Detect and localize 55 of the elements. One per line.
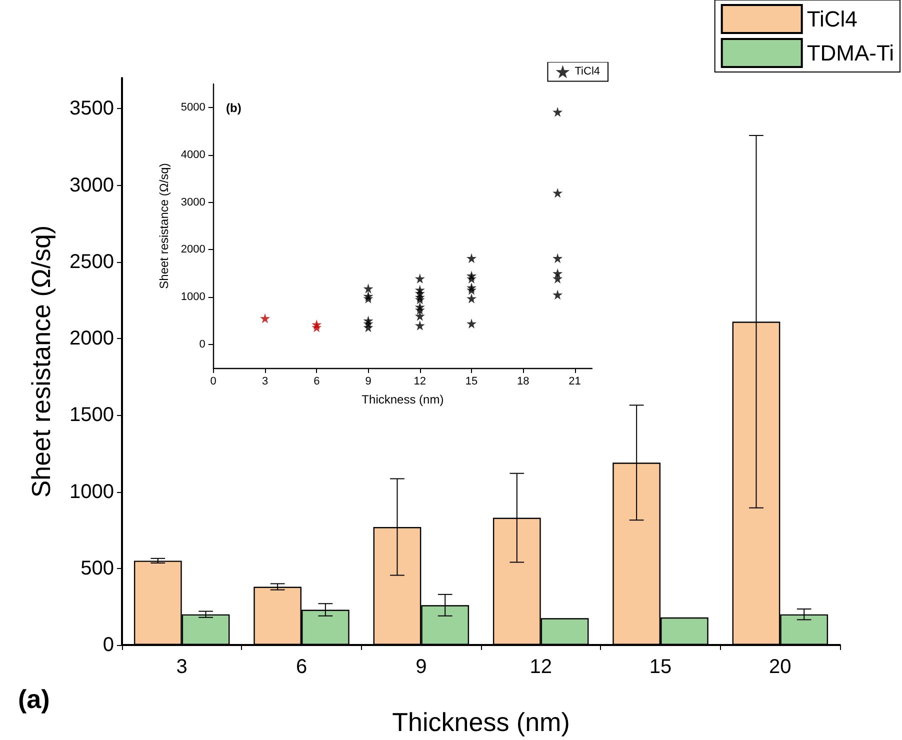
x-tick-label: 12 — [414, 376, 426, 388]
x-tick-label: 6 — [314, 376, 320, 388]
y-tick-label: 0 — [199, 338, 206, 350]
point — [466, 253, 477, 264]
x-axis-title: Thickness (nm) — [392, 707, 570, 737]
point — [414, 310, 425, 321]
x-tick-label: 0 — [210, 376, 216, 388]
x-tick-label: 6 — [296, 656, 308, 678]
y-tick-label: 1000 — [70, 480, 114, 503]
x-tick-label: 18 — [517, 376, 530, 388]
point — [414, 294, 425, 304]
legend-label: TiCl4 — [574, 66, 600, 78]
y-tick-label: 2000 — [70, 328, 114, 350]
text: (a) — [18, 684, 50, 714]
x-tick-label: 21 — [568, 376, 581, 388]
point — [363, 283, 374, 294]
point — [552, 274, 563, 284]
x-tick-label: 9 — [365, 376, 372, 388]
point — [552, 253, 563, 264]
x-tick-label: 3 — [262, 376, 268, 388]
point — [312, 322, 322, 332]
y-axis-title: Sheet resistance (Ω/sq) — [26, 225, 56, 498]
legend-label: TDMA-Ti — [806, 40, 894, 66]
y-tick-label: 1000 — [180, 291, 206, 303]
x-tick-label: 20 — [769, 656, 792, 678]
point — [552, 290, 563, 300]
point — [466, 293, 477, 304]
y-tick-label: 2500 — [70, 250, 114, 273]
y-tick-label: 500 — [80, 557, 114, 580]
point — [260, 313, 270, 324]
point — [414, 274, 425, 284]
x-tick-label: 15 — [465, 376, 478, 388]
legend-label: TiCl4 — [806, 6, 858, 32]
y-tick-label: 1500 — [70, 404, 114, 426]
point — [466, 274, 477, 284]
x-tick-label: 15 — [649, 656, 672, 678]
annotation: (b) — [226, 101, 242, 115]
x-tick-label: 12 — [530, 656, 552, 678]
y-tick-label: 4000 — [180, 149, 206, 161]
point — [414, 304, 425, 315]
point — [363, 322, 374, 332]
y-tick-label: 0 — [102, 634, 114, 656]
y-tick-label: 3500 — [70, 98, 114, 120]
y-axis-title: Sheet resistance (Ω/sq) — [157, 163, 171, 289]
point — [466, 318, 477, 329]
y-tick-label: 5000 — [180, 102, 206, 114]
point — [552, 106, 563, 117]
x-tick-label: 3 — [176, 656, 188, 678]
y-tick-label: 2000 — [180, 244, 206, 256]
point — [552, 188, 563, 198]
x-axis-title: Thickness (nm) — [362, 392, 444, 406]
y-tick-label: 3000 — [70, 174, 114, 196]
point — [414, 320, 425, 330]
x-tick-label: 9 — [416, 656, 427, 678]
y-tick-label: 3000 — [180, 196, 206, 208]
